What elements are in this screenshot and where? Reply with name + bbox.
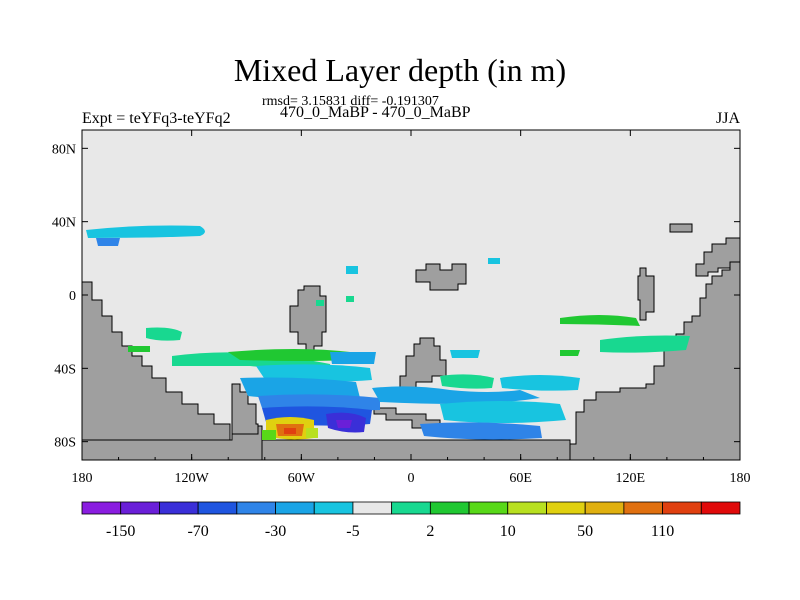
colorbar-swatch [623, 501, 663, 515]
anomaly-band-9 [420, 422, 542, 440]
y-tick-label: 40S [54, 362, 76, 377]
anomaly-band-12 [330, 352, 376, 364]
colorbar-swatch [507, 501, 547, 515]
anomaly-band-7 [372, 386, 540, 404]
colorbar-swatch [584, 501, 625, 515]
anomaly-north-band-2 [96, 238, 120, 246]
land-east-small [637, 267, 655, 321]
colorbar-swatch [391, 501, 431, 515]
anomaly-band-3 [256, 364, 372, 382]
colorbar-swatch [468, 501, 509, 515]
colorbar-label: 50 [577, 523, 593, 540]
land-masses [81, 223, 741, 461]
anomaly-band-8 [440, 401, 566, 423]
anomaly-green-strip-2 [306, 428, 318, 438]
stats-label: rmsd= 3.15831 diff= -0.191307 [262, 94, 439, 109]
y-tick-label: 0 [69, 289, 76, 304]
x-tick-label: 120E [616, 471, 646, 486]
anomaly-west-teal [146, 327, 182, 341]
colorbar-label: -70 [187, 523, 208, 540]
colorbar-swatch [236, 501, 276, 515]
x-tick-label: 0 [408, 471, 415, 486]
land-middle-south-island [399, 337, 447, 389]
colorbar-swatch [546, 501, 586, 515]
anomaly-band-10 [500, 375, 580, 391]
anomaly-east-stripe-2 [600, 335, 690, 353]
colorbar-label: 10 [500, 523, 516, 540]
colorbar-label: -150 [106, 523, 135, 540]
chart-title: Mixed Layer depth (in m) [233, 52, 567, 88]
anomaly-mid-teal [346, 296, 354, 302]
anomaly-north-band [86, 225, 205, 238]
x-tick-label: 180 [730, 471, 751, 486]
colorbar-swatch [352, 501, 393, 515]
colorbar-label: -30 [265, 523, 286, 540]
x-tick-label: 60E [509, 471, 532, 486]
x-tick-label: 180 [72, 471, 93, 486]
colorbar-swatch [662, 501, 702, 515]
land-east-central-island [415, 263, 467, 291]
period-label: 470_0_MaBP - 470_0_MaBP [280, 104, 471, 121]
colorbar-swatch [275, 501, 315, 515]
colorbar: -150 -70 -30 -5 2 10 50 110 [81, 501, 741, 540]
anomaly-band-2 [228, 349, 352, 361]
anomaly-mid-patch-1 [346, 266, 358, 274]
land-north-east-island [669, 223, 693, 233]
anomaly-warm-3 [284, 428, 296, 434]
colorbar-swatch [159, 501, 199, 515]
colorbar-swatch [120, 501, 160, 515]
colorbar-swatch [197, 501, 238, 515]
land-west-continent [81, 281, 231, 441]
axes: 180 120W 60W 0 60E 120E 180 80N 40N 0 40S 80S [52, 130, 751, 486]
x-tick-label: 120W [175, 471, 210, 486]
y-tick-label: 80N [52, 142, 76, 157]
anomaly-patches [86, 225, 690, 440]
colorbar-swatch [429, 501, 470, 515]
y-tick-label: 80S [54, 436, 76, 451]
anomaly-west-green [128, 346, 150, 352]
colorbar-swatch [700, 501, 741, 515]
land-south-block [231, 383, 259, 440]
colorbar-label: -5 [346, 523, 359, 540]
experiment-label: Expt = teYFq3-teYFq2 [82, 110, 231, 127]
anomaly-band-11 [440, 374, 494, 389]
anomaly-green-strip [262, 430, 276, 440]
anomaly-deep-purple [336, 420, 352, 428]
x-tick-label: 60W [288, 471, 316, 486]
y-tick-label: 40N [52, 216, 76, 231]
map-area [81, 129, 741, 461]
anomaly-band-13 [450, 350, 480, 358]
season-label: JJA [715, 110, 740, 127]
anomaly-band-4 [240, 377, 360, 400]
anomaly-mid-patch-2 [488, 258, 500, 264]
colorbar-label: 110 [651, 523, 674, 540]
anomaly-band-5 [258, 394, 380, 411]
colorbar-swatch [313, 501, 354, 515]
anomaly-mid-teal-2 [316, 300, 324, 306]
anomaly-east-small [560, 350, 580, 356]
land-south-shelf [261, 439, 571, 461]
colorbar-swatch [81, 501, 122, 515]
anomaly-east-stripe [560, 315, 640, 326]
colorbar-label: 2 [426, 523, 434, 540]
